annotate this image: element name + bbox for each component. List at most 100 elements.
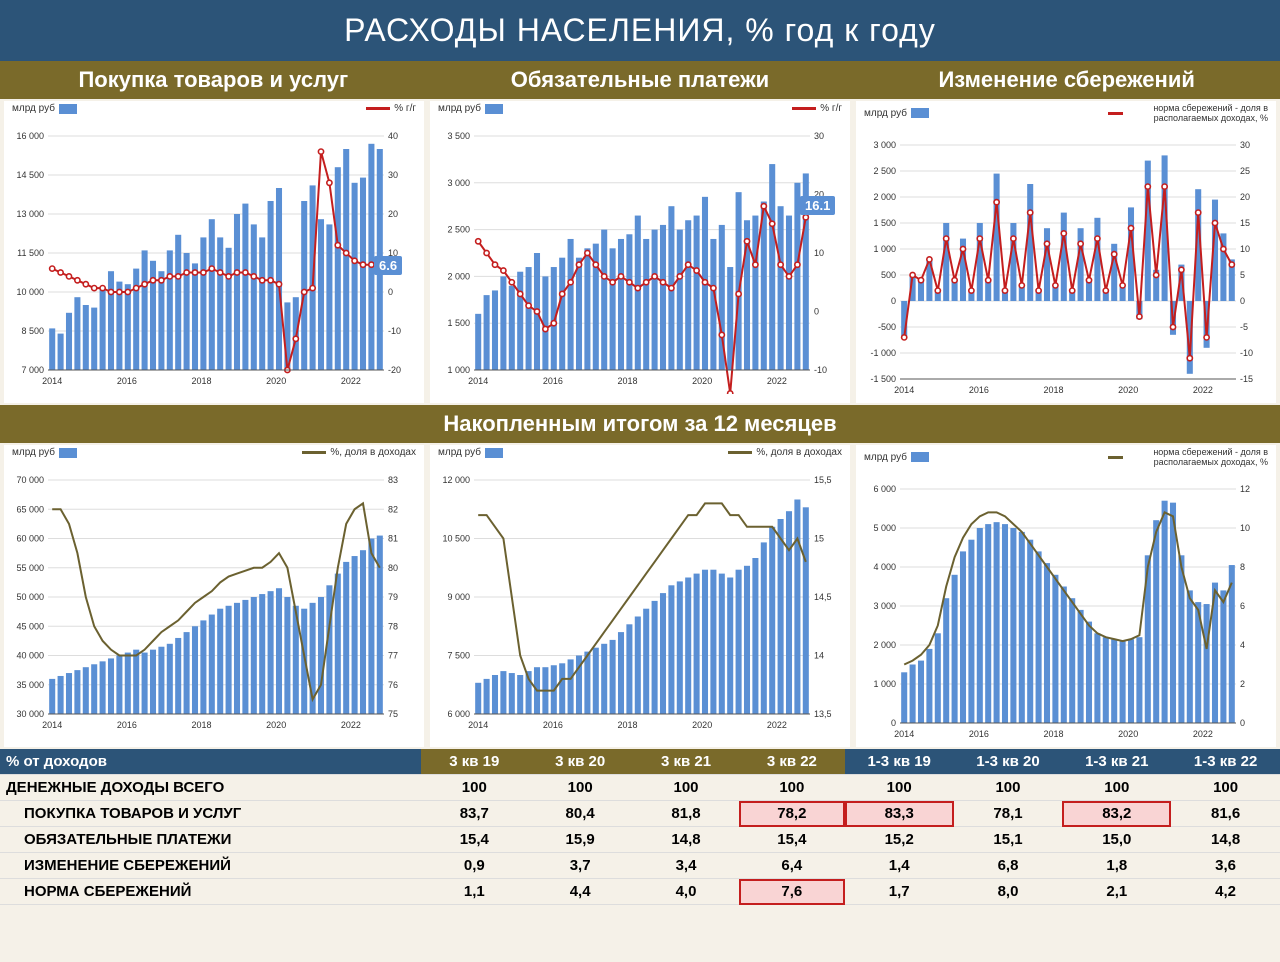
svg-text:79: 79 [388, 592, 398, 602]
svg-text:20: 20 [1240, 192, 1250, 202]
svg-text:6 000: 6 000 [447, 709, 470, 719]
svg-text:81: 81 [388, 534, 398, 544]
chart-savings-12m: млрд руб норма сбережений - доля в распо… [856, 445, 1276, 747]
svg-text:65 000: 65 000 [16, 504, 44, 514]
svg-text:0: 0 [891, 296, 896, 306]
svg-text:30: 30 [814, 131, 824, 141]
svg-text:78: 78 [388, 621, 398, 631]
svg-text:2016: 2016 [117, 376, 137, 386]
svg-text:13 000: 13 000 [16, 209, 44, 219]
svg-text:2016: 2016 [969, 385, 989, 395]
svg-text:10: 10 [1240, 523, 1250, 533]
svg-text:30 000: 30 000 [16, 709, 44, 719]
svg-text:12: 12 [1240, 484, 1250, 494]
svg-text:-1 000: -1 000 [870, 348, 896, 358]
top-section-headers: Покупка товаров и услуг Обязательные пла… [0, 61, 1280, 99]
svg-text:82: 82 [388, 504, 398, 514]
svg-text:8 500: 8 500 [21, 326, 44, 336]
svg-text:-500: -500 [878, 322, 896, 332]
svg-text:2022: 2022 [767, 376, 787, 386]
svg-text:15,5: 15,5 [814, 475, 832, 485]
svg-text:4 000: 4 000 [873, 562, 896, 572]
svg-text:15: 15 [1240, 218, 1250, 228]
svg-text:0: 0 [388, 287, 393, 297]
svg-text:40: 40 [388, 131, 398, 141]
svg-text:9 000: 9 000 [447, 592, 470, 602]
svg-text:83: 83 [388, 475, 398, 485]
svg-text:-15: -15 [1240, 374, 1253, 384]
svg-text:10: 10 [1240, 244, 1250, 254]
svg-text:16 000: 16 000 [16, 131, 44, 141]
svg-text:2014: 2014 [468, 720, 488, 730]
svg-text:3 000: 3 000 [873, 140, 896, 150]
svg-text:500: 500 [881, 270, 896, 280]
svg-text:14 500: 14 500 [16, 170, 44, 180]
svg-text:2018: 2018 [1044, 729, 1064, 739]
svg-text:10 000: 10 000 [16, 287, 44, 297]
svg-text:70 000: 70 000 [16, 475, 44, 485]
svg-text:10 500: 10 500 [442, 534, 470, 544]
svg-text:14: 14 [814, 651, 824, 661]
svg-text:40 000: 40 000 [16, 651, 44, 661]
svg-text:7 500: 7 500 [447, 651, 470, 661]
svg-text:6 000: 6 000 [873, 484, 896, 494]
svg-text:1 000: 1 000 [873, 244, 896, 254]
svg-text:10: 10 [814, 248, 824, 258]
svg-text:20: 20 [388, 209, 398, 219]
svg-text:-10: -10 [814, 365, 827, 375]
svg-text:2 000: 2 000 [447, 271, 470, 281]
svg-text:1 000: 1 000 [873, 679, 896, 689]
mid-section-header: Накопленным итогом за 12 месяцев [0, 405, 1280, 443]
svg-text:2020: 2020 [1118, 385, 1138, 395]
svg-text:2018: 2018 [618, 376, 638, 386]
svg-text:2016: 2016 [969, 729, 989, 739]
top-chart-row: млрд руб % г/г 7 0008 50010 00011 50013 … [0, 99, 1280, 405]
svg-text:2016: 2016 [117, 720, 137, 730]
svg-text:1 500: 1 500 [873, 218, 896, 228]
chart-goods-12m: млрд руб %, доля в доходах 30 00035 0004… [4, 445, 424, 747]
svg-text:2020: 2020 [266, 376, 286, 386]
svg-text:2014: 2014 [894, 385, 914, 395]
svg-text:2020: 2020 [692, 376, 712, 386]
chart-goods-quarterly: млрд руб % г/г 7 0008 50010 00011 50013 … [4, 101, 424, 403]
svg-text:13,5: 13,5 [814, 709, 832, 719]
svg-text:0: 0 [891, 718, 896, 728]
chart-savings-quarterly: млрд руб норма сбережений - доля в распо… [856, 101, 1276, 403]
svg-text:30: 30 [1240, 140, 1250, 150]
chart-callout: 16.1 [800, 196, 835, 215]
tables-wrap: % от доходов3 кв 193 кв 203 кв 213 кв 22… [0, 749, 1280, 905]
svg-text:2014: 2014 [468, 376, 488, 386]
header-payments: Обязательные платежи [427, 61, 854, 99]
svg-text:60 000: 60 000 [16, 534, 44, 544]
svg-text:77: 77 [388, 651, 398, 661]
svg-text:5 000: 5 000 [873, 523, 896, 533]
svg-text:2014: 2014 [894, 729, 914, 739]
svg-text:2 000: 2 000 [873, 640, 896, 650]
svg-text:3 500: 3 500 [447, 131, 470, 141]
svg-text:2020: 2020 [692, 720, 712, 730]
svg-text:2 000: 2 000 [873, 192, 896, 202]
svg-text:-20: -20 [388, 365, 401, 375]
chart-callout: 6.6 [374, 256, 402, 275]
svg-text:2018: 2018 [192, 720, 212, 730]
svg-text:76: 76 [388, 680, 398, 690]
svg-text:2022: 2022 [1193, 385, 1213, 395]
table-quarter: % от доходов3 кв 193 кв 203 кв 213 кв 22… [0, 749, 845, 905]
svg-text:2014: 2014 [42, 720, 62, 730]
svg-text:1 500: 1 500 [447, 318, 470, 328]
chart-payments-12m: млрд руб %, доля в доходах 6 0007 5009 0… [430, 445, 850, 747]
svg-text:2022: 2022 [767, 720, 787, 730]
svg-text:2018: 2018 [618, 720, 638, 730]
svg-text:-10: -10 [388, 326, 401, 336]
svg-text:0: 0 [1240, 296, 1245, 306]
svg-text:3 000: 3 000 [873, 601, 896, 611]
svg-text:-1 500: -1 500 [870, 374, 896, 384]
page-title: РАСХОДЫ НАСЕЛЕНИЯ, % год к году [0, 0, 1280, 61]
svg-text:2020: 2020 [1118, 729, 1138, 739]
svg-text:4: 4 [1240, 640, 1245, 650]
svg-text:2018: 2018 [192, 376, 212, 386]
svg-text:2020: 2020 [266, 720, 286, 730]
svg-text:5: 5 [1240, 270, 1245, 280]
svg-text:80: 80 [388, 563, 398, 573]
svg-text:14,5: 14,5 [814, 592, 832, 602]
